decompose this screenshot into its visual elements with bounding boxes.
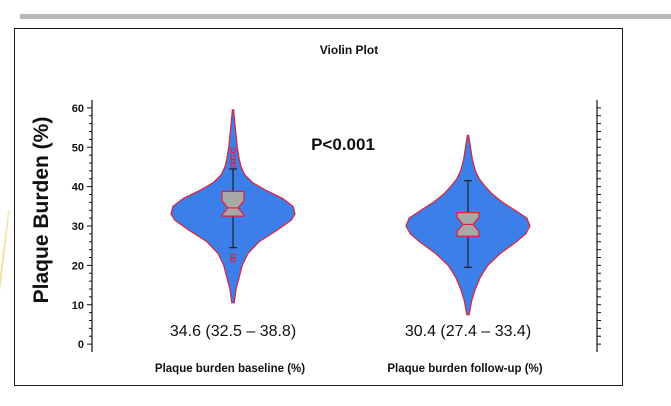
header-divider — [20, 14, 671, 19]
y-tick-label: 50 — [72, 142, 84, 154]
outlier-point — [230, 159, 236, 165]
y-tick-label: 30 — [72, 221, 84, 233]
outlier-point — [230, 154, 236, 160]
summary-label: 30.4 (27.4 – 33.4) — [405, 323, 531, 340]
notched-box — [221, 190, 245, 217]
outlier-point — [230, 162, 236, 168]
outlier-point — [230, 147, 236, 153]
y-axis-label: Plaque Burden (%) — [30, 117, 53, 304]
y-tick-label: 60 — [72, 103, 84, 115]
outlier-point — [230, 256, 236, 262]
y-tick-label: 40 — [72, 182, 84, 194]
x-category-label: Plaque burden follow-up (%) — [387, 363, 542, 375]
chart-title: Violin Plot — [320, 43, 378, 57]
chart-frame — [14, 28, 623, 386]
p-value-annotation: P<0.001 — [311, 135, 375, 154]
outlier-point — [230, 253, 236, 259]
summary-label: 34.6 (32.5 – 38.8) — [170, 323, 296, 340]
x-category-label: Plaque burden baseline (%) — [155, 363, 305, 375]
y-tick-label: 0 — [78, 339, 84, 351]
y-tick-label: 20 — [72, 260, 84, 272]
y-tick-label: 10 — [72, 300, 84, 312]
